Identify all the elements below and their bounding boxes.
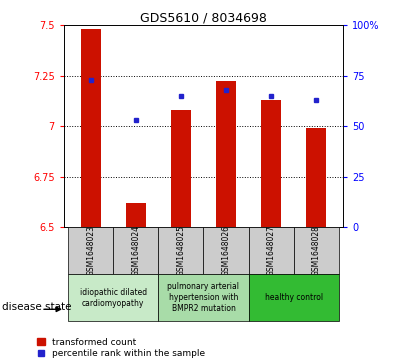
Text: healthy control: healthy control <box>265 293 323 302</box>
Bar <box>261 100 281 227</box>
Legend: transformed count, percentile rank within the sample: transformed count, percentile rank withi… <box>37 338 205 359</box>
Bar <box>306 128 326 227</box>
Bar <box>216 81 236 227</box>
Bar <box>203 227 249 274</box>
Title: GDS5610 / 8034698: GDS5610 / 8034698 <box>140 11 267 24</box>
Text: GSM1648026: GSM1648026 <box>222 225 231 276</box>
Bar <box>293 227 339 274</box>
Text: GSM1648023: GSM1648023 <box>86 225 95 276</box>
Text: GSM1648027: GSM1648027 <box>267 225 275 276</box>
Text: pulmonary arterial
hypertension with
BMPR2 mutation: pulmonary arterial hypertension with BMP… <box>167 282 240 313</box>
Bar <box>158 274 249 321</box>
Bar <box>113 227 158 274</box>
Bar <box>81 29 101 227</box>
Text: idiopathic dilated
cardiomyopathy: idiopathic dilated cardiomyopathy <box>80 287 147 308</box>
Bar <box>68 274 158 321</box>
Bar <box>171 110 191 227</box>
Text: GSM1648025: GSM1648025 <box>176 225 185 276</box>
Bar <box>158 227 203 274</box>
Bar <box>249 227 293 274</box>
Text: disease state: disease state <box>2 302 72 312</box>
Text: GSM1648028: GSM1648028 <box>312 225 321 276</box>
Bar <box>126 203 146 227</box>
Bar <box>68 227 113 274</box>
Bar <box>249 274 339 321</box>
Text: GSM1648024: GSM1648024 <box>132 225 140 276</box>
